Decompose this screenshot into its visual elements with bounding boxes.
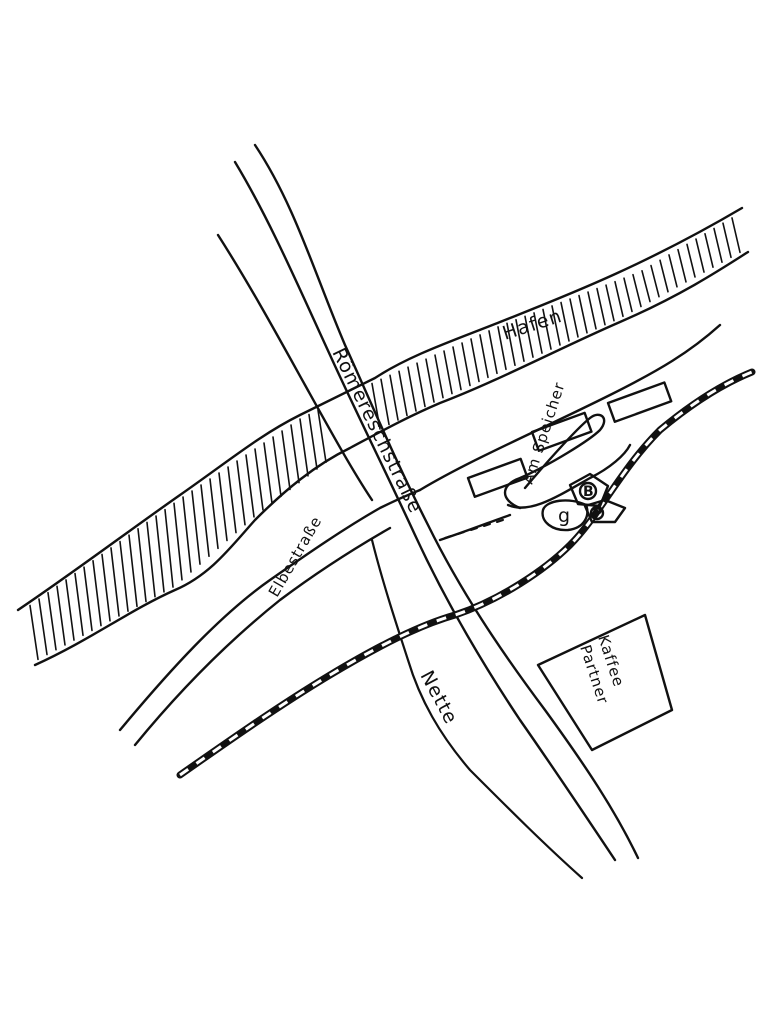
hatch-line [146, 521, 156, 598]
harbour-hatching [29, 217, 741, 661]
hatch-line [434, 354, 444, 399]
hatch-line [668, 254, 678, 288]
hatch-line [218, 472, 228, 542]
hatch-line [38, 598, 48, 656]
hatch-line [398, 370, 408, 417]
marker-shape-lower [583, 498, 627, 524]
g-marker: g [558, 505, 571, 527]
hatch-line [110, 547, 120, 617]
warehouse-buildings [466, 381, 673, 498]
hatch-line [623, 277, 633, 313]
warehouse-1 [466, 457, 529, 498]
hatch-line [317, 409, 327, 463]
hatch-line [695, 238, 705, 273]
hatch-line [605, 284, 615, 322]
warehouse-3 [606, 381, 673, 423]
p-marker: B [583, 484, 594, 500]
hatch-line [506, 322, 516, 367]
hatch-line [722, 222, 732, 259]
hatch-line [425, 358, 435, 403]
hatch-line [542, 308, 552, 350]
hatch-line [461, 342, 471, 387]
g-marker-shape [541, 499, 589, 532]
hatch-line [515, 319, 525, 363]
hatch-line [137, 528, 147, 603]
hatch-line [416, 362, 426, 408]
hatch-line [569, 298, 579, 338]
hatch-line [713, 227, 723, 264]
hatch-line [308, 413, 318, 470]
hatch-line [479, 334, 489, 379]
roemereschstrasse-road-edge-right [253, 143, 640, 860]
hatch-line [578, 294, 588, 334]
hatch-line [524, 315, 534, 358]
side-road-edge [216, 233, 374, 502]
hatch-line [632, 273, 642, 308]
hatch-line [614, 280, 624, 318]
destination-markers[interactable]: B P g [541, 472, 627, 532]
hatch-line [677, 248, 687, 283]
am-speicher-road-edge-top [418, 323, 722, 492]
hatch-line [173, 502, 183, 581]
hatch-line [47, 591, 57, 651]
hatch-line [650, 264, 660, 298]
hatch-line [155, 515, 165, 593]
hatch-line [389, 374, 399, 421]
hatch-line [704, 232, 714, 268]
hatch-line [119, 540, 129, 612]
hatch-line [83, 566, 93, 632]
harbour-area [16, 206, 750, 667]
hatch-line [65, 579, 75, 641]
hatch-line [686, 243, 696, 278]
elbestrasse-road-edge-top [118, 488, 422, 732]
hatch-line [92, 559, 102, 627]
railway [176, 368, 756, 779]
hatch-line [290, 424, 300, 484]
hatch-line [596, 287, 606, 326]
hatch-line [281, 430, 291, 491]
hafen-label: Hafen [500, 305, 565, 345]
am-speicher-label: Am Speicher [519, 380, 569, 487]
hatch-line [407, 366, 417, 412]
hatch-line [659, 259, 669, 293]
hatch-line [254, 448, 264, 511]
hatch-line [182, 496, 192, 573]
elbestrasse-label: Elbestraße [265, 513, 326, 600]
hatch-line [209, 478, 219, 550]
hatch-line [488, 330, 498, 375]
hatch-line [263, 442, 273, 504]
roemereschstrasse-road-edge-left [233, 160, 617, 862]
hatch-line [164, 508, 174, 588]
hatch-line [245, 454, 255, 518]
hatch-line [56, 585, 66, 646]
hatch-line [533, 312, 543, 354]
hatch-line [227, 466, 237, 534]
hatch-line [731, 217, 741, 254]
roemereschstrasse-label: Römereschstraße [328, 345, 427, 517]
b-marker: P [592, 506, 602, 522]
hatch-line [236, 460, 246, 526]
am-speicher-loop [503, 413, 632, 510]
roads [118, 143, 722, 880]
elbestrasse-road-edge-bottom [133, 526, 392, 747]
hatch-line [470, 338, 480, 383]
hatch-line [128, 534, 138, 608]
hatch-line [101, 553, 111, 622]
hatch-line [200, 484, 210, 558]
hatch-line [641, 270, 651, 303]
hatch-line [74, 572, 84, 637]
hatch-line [380, 378, 390, 426]
nette-stream [370, 538, 584, 880]
hatch-line [443, 350, 453, 395]
hatch-line [497, 326, 507, 371]
hatch-line [191, 490, 201, 565]
hatch-line [299, 418, 309, 477]
hatch-line [587, 291, 597, 330]
hatch-line [452, 346, 462, 391]
hatch-line [272, 436, 282, 498]
hatch-line [29, 604, 39, 661]
hatch-line [560, 301, 570, 342]
hatch-line [551, 305, 561, 346]
